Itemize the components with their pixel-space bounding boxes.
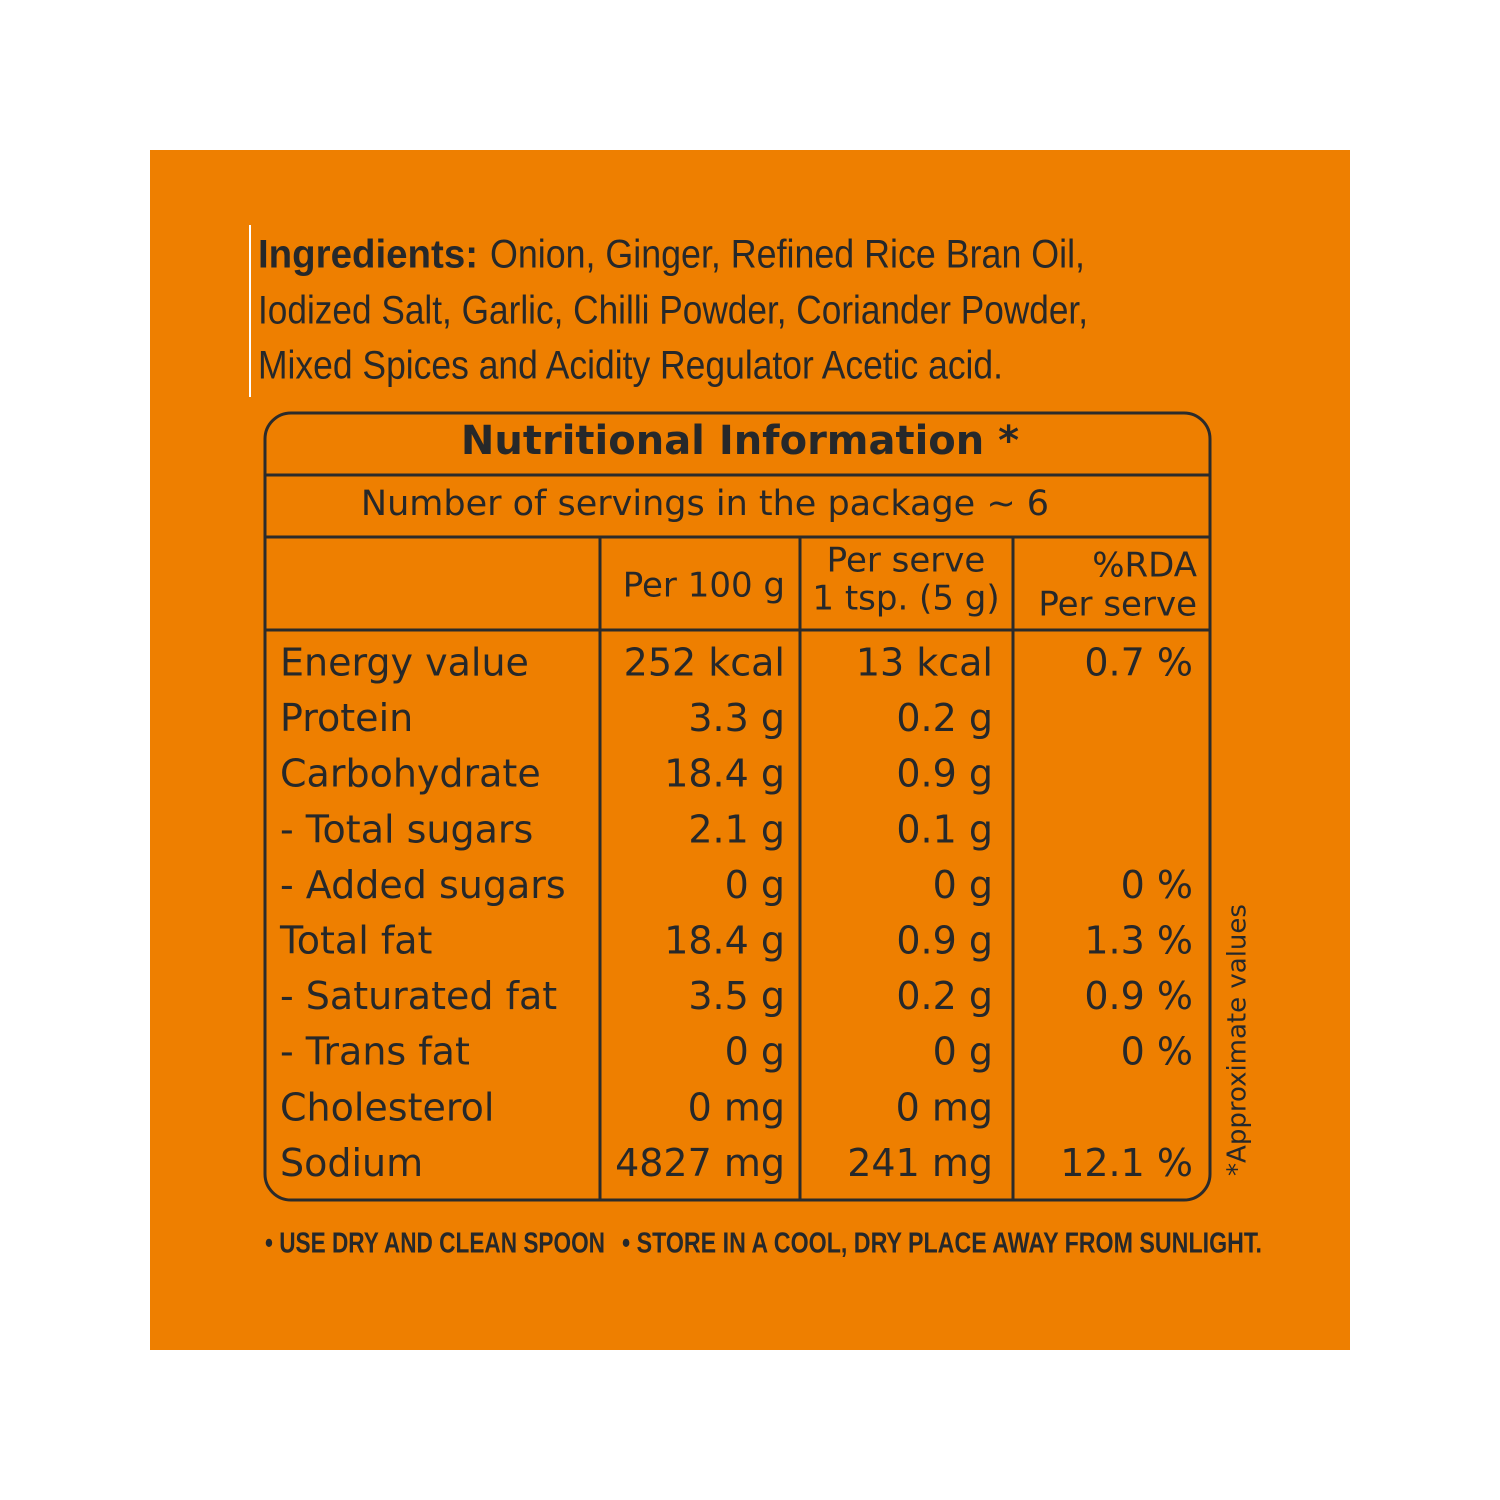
nutrient-value: 0 mg [688, 1085, 785, 1129]
side-note: *Approximate values [1223, 904, 1253, 1176]
nutrient-value: 0 g [725, 863, 785, 907]
nutrient-value: 0.2 g [896, 974, 993, 1018]
nutrient-value: 1.3 % [1084, 919, 1193, 963]
nutrient-name: Energy value [280, 641, 529, 685]
nutrient-name: - Saturated fat [280, 974, 557, 1018]
table-frame [263, 411, 1212, 1202]
nutrient-value: 0.1 g [896, 807, 993, 851]
nutrient-value: 0.7 % [1084, 641, 1193, 685]
nutrient-value: 3.3 g [688, 696, 785, 740]
nutrient-name: - Added sugars [280, 863, 566, 907]
nutrient-value: 0.9 g [896, 752, 993, 796]
nutrient-name: Cholesterol [280, 1085, 494, 1129]
nutrient-name: - Total sugars [280, 807, 533, 851]
nutrient-value: 0 mg [896, 1085, 993, 1129]
nutrient-value: 18.4 g [664, 919, 785, 963]
nutrient-name: Protein [280, 696, 413, 740]
storage-note: • STORE IN A COOL, DRY PLACE AWAY FROM S… [622, 1228, 1262, 1260]
nutrient-value: 2.1 g [688, 807, 785, 851]
ingredients-text: Mixed Spices and Acidity Regulator Aceti… [258, 344, 1003, 388]
nutrient-value: 0 g [933, 1030, 993, 1074]
table-title: Nutritional Information * [461, 418, 1019, 464]
servings-text: Number of servings in the package ~ 6 [361, 484, 1049, 524]
nutrient-value: 0.9 g [896, 919, 993, 963]
nutrient-value: 0 % [1121, 863, 1193, 907]
column-header: %RDA [1092, 546, 1197, 586]
ingredients-text: Onion, Ginger, Refined Rice Bran Oil, [490, 233, 1085, 277]
nutrient-value: 0 g [933, 863, 993, 907]
nutrient-value: 4827 mg [615, 1141, 785, 1185]
label-background [150, 150, 1350, 1350]
nutrient-name: - Trans fat [280, 1030, 470, 1074]
nutrient-value: 0.2 g [896, 696, 993, 740]
column-header: 1 tsp. (5 g) [812, 579, 999, 619]
column-header: Per serve [827, 541, 986, 581]
column-header: Per 100 g [623, 566, 785, 606]
nutrient-value: 0 % [1121, 1030, 1193, 1074]
nutrient-value: 0 g [725, 1030, 785, 1074]
ingredients-text: Iodized Salt, Garlic, Chilli Powder, Cor… [258, 289, 1088, 333]
storage-note: • USE DRY AND CLEAN SPOON [265, 1228, 605, 1260]
nutrient-name: Total fat [279, 919, 432, 963]
ingredients-label: Ingredients: [258, 233, 478, 277]
column-header: Per serve [1038, 585, 1197, 625]
nutrient-value: 241 mg [847, 1141, 993, 1185]
nutrient-value: 0.9 % [1084, 974, 1193, 1018]
nutrient-value: 13 kcal [856, 641, 993, 685]
nutrient-value: 12.1 % [1060, 1141, 1193, 1185]
nutrient-name: Sodium [280, 1141, 423, 1185]
nutrient-value: 252 kcal [624, 641, 785, 685]
nutrient-value: 18.4 g [664, 752, 785, 796]
nutrient-name: Carbohydrate [280, 752, 541, 796]
nutrient-value: 3.5 g [688, 974, 785, 1018]
